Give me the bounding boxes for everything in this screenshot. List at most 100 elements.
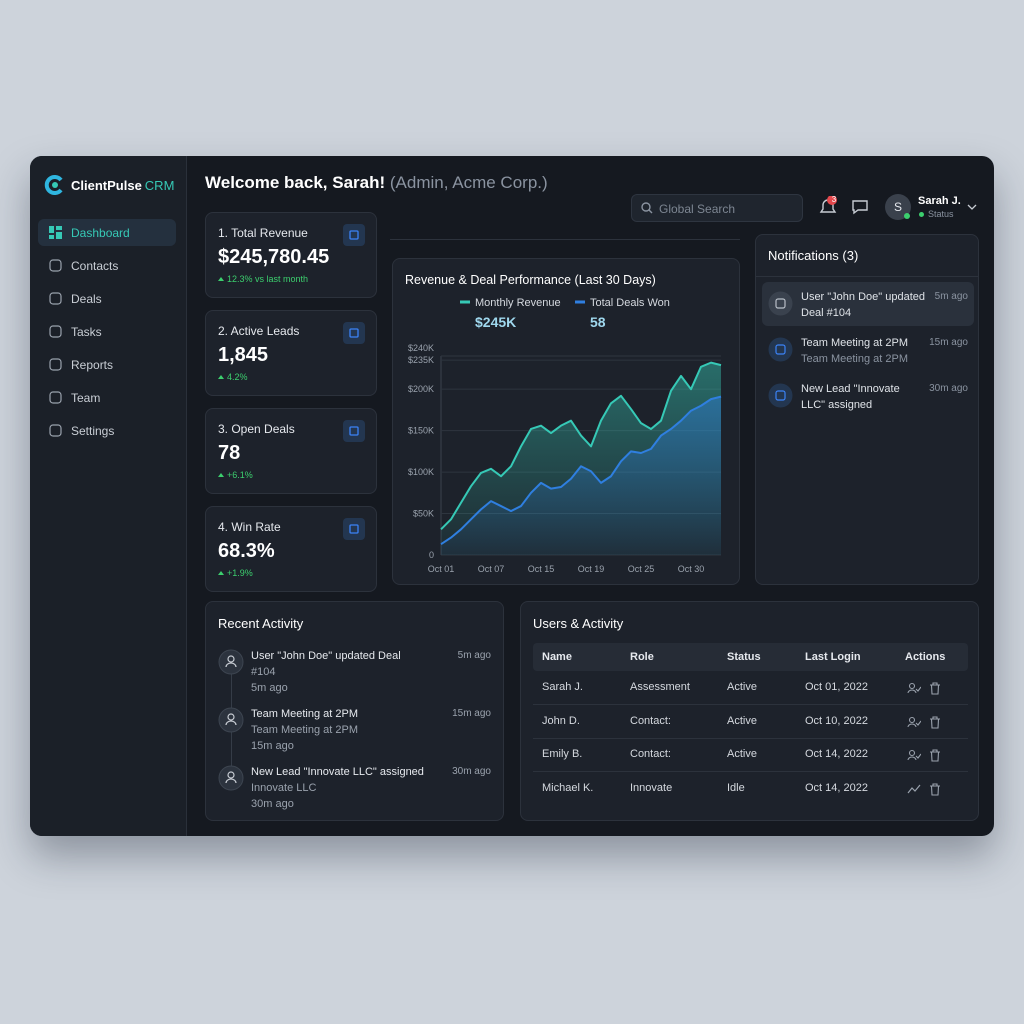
action-delete [930,682,940,695]
kpi-arrow [218,277,224,281]
notification-text: Team Meeting at 2PM [801,337,908,349]
kpi-icon [343,518,365,540]
notification-time: 15m ago [929,337,968,348]
table-header [533,643,968,671]
chart-title: Revenue & Deal Performance (Last 30 Days… [405,273,656,287]
x-tick-label: Oct 01 [428,564,455,574]
table-cell: Active [727,748,757,760]
online-dot [904,213,910,219]
chat-icon[interactable] [851,198,869,216]
nav-item[interactable]: Dashboard [38,219,176,246]
nav-item[interactable]: Contacts [38,252,176,279]
table-cell: Assessment [630,681,690,693]
line [440,361,722,531]
row-divider [533,737,968,739]
nav-icon [49,259,62,272]
kpi-arrow [218,473,224,477]
panel-title: Recent Activity [218,616,304,631]
nav-icon [49,226,62,239]
nav-item[interactable]: Team [38,384,176,411]
notification-time: 30m ago [929,383,968,394]
y-tick-label: $235K [408,355,434,365]
notifications-panel: Notifications (3) User "John Doe" updated… [755,234,979,585]
table-cell: John D. [542,714,580,727]
table-cell: Idle [727,781,745,794]
kpi-icon [343,420,365,442]
y-tick-label: $100K [408,467,434,477]
table-cell: Active [727,681,757,693]
legend-value: 58 [590,314,606,330]
nav-item[interactable]: Tasks [38,318,176,345]
table-cell: Emily B. [542,748,583,760]
notification-item[interactable]: Team Meeting at 2PM Team Meeting at 2PM 15… [762,328,974,372]
action-delete [930,782,940,796]
notification-icon [768,291,793,316]
x-tick-label: Oct 30 [678,564,705,574]
nav-icon [49,292,62,305]
kpi-arrow [218,571,224,575]
logo: ClientPulse CRM [71,178,174,193]
nav-icon [49,358,62,371]
nav-icon [49,325,62,338]
role: (Admin, Acme Corp.) [389,173,548,192]
chevron[interactable] [967,203,977,211]
y-tick-label: $150K [408,426,434,436]
table-cell: Oct 10, 2022 [805,714,868,727]
kpi-icon [343,322,365,344]
notification-icon [768,337,793,362]
avatar-initial: S [893,200,902,214]
action-edit [907,682,921,694]
column-header: Name [542,651,572,663]
table-cell: Innovate [630,781,673,794]
activity-panel: Recent Activity User "John Doe" updated D… [205,601,504,821]
kpi-change: 12.3% vs last month [227,274,309,284]
nav-label: Tasks [71,325,102,339]
kpi-change: +1.9% [227,568,253,578]
activity-text: #104 [251,666,276,678]
action-delete [930,749,940,762]
row-divider [533,771,968,772]
activity-time: 30m ago [452,766,491,777]
table-cell: Contact: [630,748,671,760]
activity-text: Team Meeting at 2PM [251,708,358,720]
search-box[interactable]: Global Search [631,194,803,222]
nav-label: Dashboard [71,226,130,240]
legend-label: Monthly Revenue [475,297,561,309]
kpi-value: 68.3% [218,540,275,562]
legend-label: Total Deals Won [590,297,670,309]
table-cell: Oct 01, 2022 [805,681,868,693]
app-window: ClientPulse CRM Dashboard Contacts Deals Task… [30,156,994,836]
y-tick-label: $240K [408,343,434,353]
kpi-label: 4. Win Rate [218,520,281,534]
nav-item[interactable]: Settings [38,417,176,444]
table-cell: Michael K. [542,781,594,794]
activity-time: 5m ago [457,650,491,661]
kpi-change: 4.2% [227,372,248,382]
legend-value: $245K [475,314,516,330]
panel-title: Users & Activity [533,616,624,631]
action-edit [907,716,921,727]
table-cell: Sarah J. [542,681,583,693]
nav-item[interactable]: Deals [38,285,176,312]
nav-icon [49,391,62,404]
activity-time: 15m ago [452,708,491,719]
kpi-card: 1. Total Revenue $245,780.45 12.3% vs last… [205,212,377,298]
bell-icon[interactable] [816,196,840,220]
panel-title: Notifications (3) [768,248,859,263]
activity-icon [218,707,244,733]
nav-label: Settings [71,424,115,438]
column-header: Status [727,651,761,663]
activity-text: Innovate LLC [251,782,317,794]
search-icon [641,202,653,214]
notification-icon [768,383,793,408]
kpi-label: 3. Open Deals [218,422,295,436]
divider [390,239,740,240]
nav-item[interactable]: Reports [38,351,176,378]
logo-suffix: CRM [144,178,175,193]
notification-item[interactable]: New Lead "Innovate LLC" assigned 30m ago [762,374,974,418]
activity-text: 5m ago [251,682,288,694]
notification-item[interactable]: User "John Doe" updated Deal #104 5m ago [762,282,974,326]
table-cell: Contact: [630,714,671,727]
activity-text: 30m ago [251,798,294,810]
notification-time: 5m ago [934,291,968,302]
